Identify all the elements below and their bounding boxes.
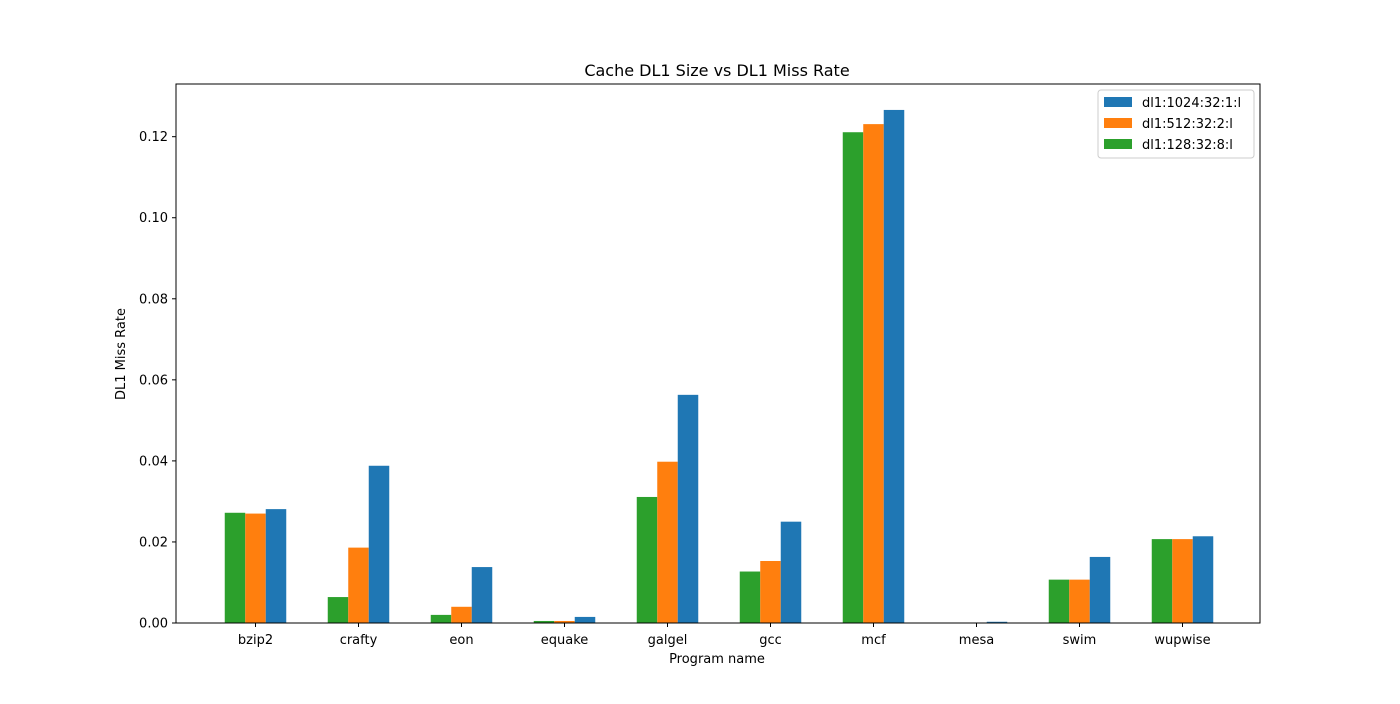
x-tick-label: crafty [340, 633, 378, 648]
bar-equake-dl1:128:32:8:l [533, 620, 555, 623]
bar-crafty-dl1:512:32:2:l [348, 547, 369, 623]
y-tick-label: 0.04 [139, 454, 168, 469]
legend-box [1097, 89, 1255, 159]
bar-swim-dl1:512:32:2:l [1069, 579, 1090, 623]
bar-bzip2-dl1:128:32:8:l [224, 512, 246, 623]
x-tick-label: mcf [861, 633, 886, 648]
bars-layer [224, 109, 1214, 624]
legend-label: dl1:512:32:2:l [1142, 117, 1233, 132]
bar-swim-dl1:1024:32:1:l [1089, 556, 1111, 623]
legend-swatch [1104, 97, 1132, 107]
bar-bzip2-dl1:1024:32:1:l [265, 509, 287, 623]
x-axis-label: Program name [669, 652, 765, 667]
bar-wupwise-dl1:1024:32:1:l [1192, 536, 1214, 623]
legend-label: dl1:128:32:8:l [1142, 138, 1233, 153]
bar-crafty-dl1:1024:32:1:l [368, 465, 390, 623]
legend-label: dl1:1024:32:1:l [1142, 96, 1241, 111]
bar-gcc-dl1:128:32:8:l [739, 571, 761, 623]
bar-galgel-dl1:1024:32:1:l [677, 394, 699, 623]
bar-bzip2-dl1:512:32:2:l [245, 513, 266, 623]
y-tick-label: 0.02 [139, 535, 168, 550]
bar-mcf-dl1:1024:32:1:l [883, 109, 905, 623]
bar-swim-dl1:128:32:8:l [1048, 579, 1070, 623]
legend-swatch [1104, 118, 1132, 128]
legend: dl1:1024:32:1:l dl1:512:32:2:l dl1:128:32:… [1097, 89, 1255, 159]
bar-mcf-dl1:512:32:2:l [863, 124, 884, 624]
x-tick-label: galgel [648, 633, 688, 648]
x-tick-label: eon [449, 633, 473, 648]
y-tick-label: 0.12 [139, 130, 168, 145]
x-tick-label: gcc [759, 633, 782, 648]
bar-eon-dl1:1024:32:1:l [471, 567, 493, 623]
bar-eon-dl1:512:32:2:l [451, 606, 472, 623]
bar-galgel-dl1:512:32:2:l [657, 461, 678, 623]
bar-equake-dl1:512:32:2:l [554, 620, 575, 623]
x-tick-label: equake [541, 633, 589, 648]
bar-gcc-dl1:1024:32:1:l [780, 521, 802, 623]
y-tick-label: 0.00 [139, 617, 168, 632]
bar-equake-dl1:1024:32:1:l [574, 616, 596, 623]
x-tick-label: bzip2 [238, 633, 273, 648]
bar-gcc-dl1:512:32:2:l [760, 560, 781, 623]
legend-swatch [1104, 139, 1132, 149]
y-tick-label: 0.10 [139, 211, 168, 226]
y-axis-label: DL1 Miss Rate [114, 308, 129, 400]
plot-frame [175, 83, 1261, 624]
x-tick-label: swim [1063, 633, 1097, 648]
x-tick-label: mesa [959, 633, 994, 648]
bar-wupwise-dl1:128:32:8:l [1151, 539, 1173, 623]
y-tick-label: 0.06 [139, 373, 168, 388]
bar-crafty-dl1:128:32:8:l [327, 597, 349, 623]
bar-mesa-dl1:1024:32:1:l [986, 621, 1008, 623]
chart-title: Cache DL1 Size vs DL1 Miss Rate [584, 61, 849, 80]
bar-galgel-dl1:128:32:8:l [636, 496, 658, 623]
bar-wupwise-dl1:512:32:2:l [1172, 539, 1193, 623]
axes-layer: 0.00 0.02 0.04 0.06 0.08 0.10 0.12 bzip2 crafty e… [139, 83, 1261, 648]
bar-mcf-dl1:128:32:8:l [842, 132, 864, 624]
x-tick-label: wupwise [1154, 633, 1210, 648]
y-tick-label: 0.08 [139, 292, 168, 307]
bar-eon-dl1:128:32:8:l [430, 614, 452, 623]
